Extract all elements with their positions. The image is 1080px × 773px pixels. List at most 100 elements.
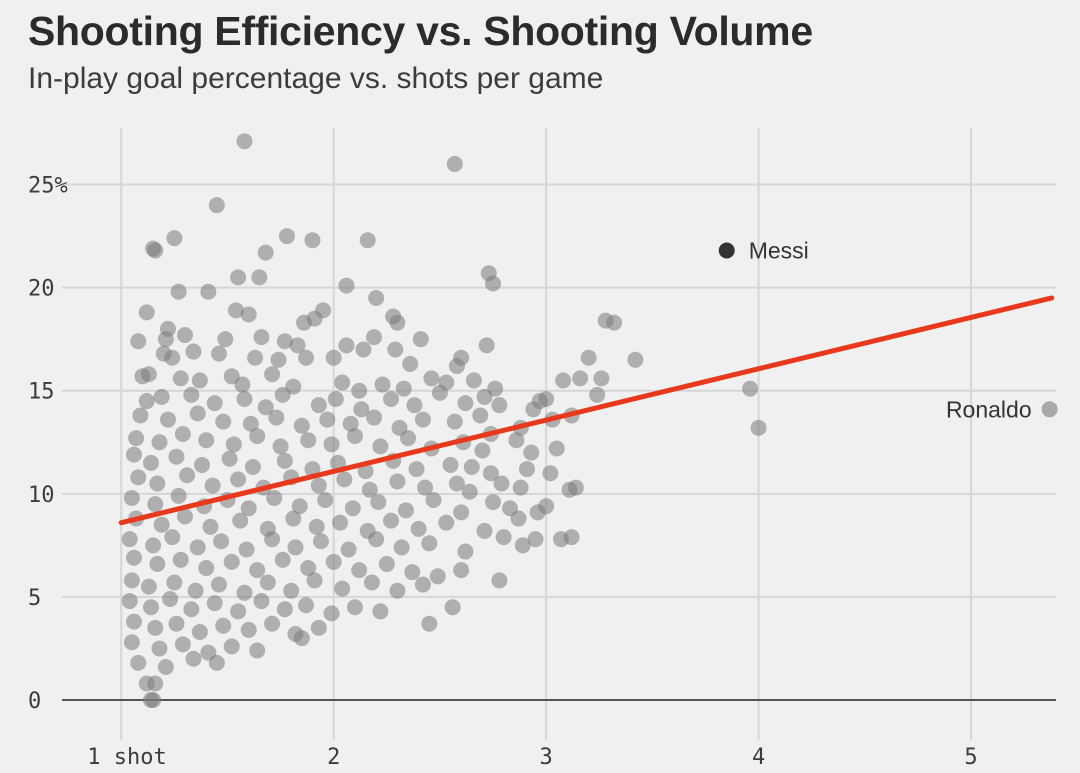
data-point xyxy=(206,395,223,412)
data-point xyxy=(548,440,565,457)
highlight-point xyxy=(1041,401,1058,418)
data-point xyxy=(425,492,442,509)
data-point xyxy=(453,562,470,579)
x-tick-label: 3 xyxy=(540,745,553,770)
data-point xyxy=(170,283,187,300)
x-tick-label: 2 xyxy=(327,745,340,770)
data-point xyxy=(236,133,253,150)
data-point xyxy=(438,514,455,531)
data-point xyxy=(140,366,157,383)
data-point xyxy=(325,553,342,570)
data-point xyxy=(170,487,187,504)
data-point xyxy=(240,621,257,638)
data-point xyxy=(383,512,400,529)
data-point xyxy=(563,529,580,546)
data-point xyxy=(485,275,502,292)
data-point xyxy=(315,302,332,319)
data-point xyxy=(174,636,191,653)
data-point xyxy=(344,500,361,517)
data-point xyxy=(372,438,389,455)
data-point xyxy=(276,333,293,350)
trend-line-group xyxy=(118,295,1055,526)
data-point xyxy=(223,638,240,655)
data-point xyxy=(355,341,372,358)
data-point xyxy=(138,304,155,321)
data-point xyxy=(272,438,289,455)
data-point xyxy=(442,456,459,473)
data-point xyxy=(185,650,202,667)
data-point xyxy=(217,331,234,348)
data-point xyxy=(230,269,247,286)
data-point xyxy=(527,531,544,548)
data-point xyxy=(266,489,283,506)
data-point xyxy=(130,469,147,486)
data-point xyxy=(210,345,227,362)
data-point xyxy=(278,228,295,245)
data-point xyxy=(147,619,164,636)
data-point xyxy=(123,634,140,651)
data-point xyxy=(257,244,274,261)
data-point xyxy=(183,601,200,618)
data-point xyxy=(153,516,170,533)
data-point xyxy=(400,430,417,447)
data-point xyxy=(283,582,300,599)
data-point xyxy=(370,494,387,511)
y-tick-label: 5 xyxy=(28,586,41,611)
data-point xyxy=(244,459,261,476)
data-point xyxy=(276,452,293,469)
data-point xyxy=(240,306,257,323)
x-tick-label: 1 shot xyxy=(87,745,166,770)
data-point xyxy=(223,553,240,570)
data-point xyxy=(538,390,555,407)
y-tick-label: 15 xyxy=(28,380,55,405)
x-tick-label: 4 xyxy=(752,745,765,770)
data-point xyxy=(172,551,189,568)
data-point xyxy=(121,593,138,610)
data-point xyxy=(157,659,174,676)
data-point xyxy=(274,551,291,568)
data-point xyxy=(208,654,225,671)
data-point xyxy=(338,337,355,354)
x-tick-label: 5 xyxy=(964,745,977,770)
data-point xyxy=(567,479,584,496)
data-point xyxy=(538,498,555,515)
data-point xyxy=(363,574,380,591)
data-point xyxy=(308,518,325,535)
data-point xyxy=(176,508,193,525)
data-point xyxy=(542,465,559,482)
data-point xyxy=(431,384,448,401)
data-point xyxy=(408,461,425,478)
data-point xyxy=(310,477,327,494)
data-point xyxy=(189,405,206,422)
data-point xyxy=(353,401,370,418)
data-point xyxy=(412,331,429,348)
data-point xyxy=(285,510,302,527)
data-point xyxy=(306,572,323,589)
data-point xyxy=(149,475,166,492)
data-point xyxy=(463,459,480,476)
data-point xyxy=(253,593,270,610)
data-point xyxy=(168,615,185,632)
data-point xyxy=(174,426,191,443)
data-point xyxy=(130,654,147,671)
data-point xyxy=(230,471,247,488)
data-point xyxy=(512,479,529,496)
data-point xyxy=(162,590,179,607)
data-point xyxy=(185,343,202,360)
data-point xyxy=(397,502,414,519)
data-point xyxy=(406,397,423,414)
data-point xyxy=(304,232,321,249)
data-point xyxy=(351,562,368,579)
data-point xyxy=(249,428,266,445)
data-point xyxy=(153,388,170,405)
data-point xyxy=(750,419,767,436)
data-point xyxy=(164,349,181,366)
data-point xyxy=(393,539,410,556)
data-point xyxy=(247,349,264,366)
annotation-label: Messi xyxy=(749,238,809,264)
data-point xyxy=(446,413,463,430)
data-point xyxy=(366,329,383,346)
highlight-point xyxy=(718,242,735,259)
data-point xyxy=(593,370,610,387)
data-point xyxy=(227,302,244,319)
